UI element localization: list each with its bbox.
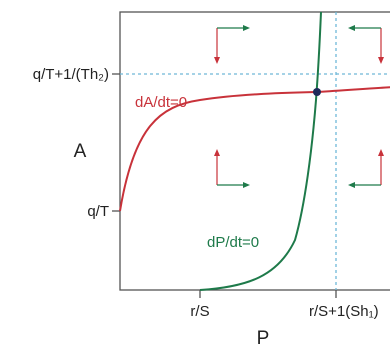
a-nullcline-label: dA/dt=0 [135, 94, 187, 111]
down-arrow-head [378, 57, 384, 64]
p-nullcline-curve [199, 11, 322, 291]
y-axis-label: A [74, 141, 87, 162]
x-tick-label-right: r/S+1(Sh₁) [309, 303, 379, 320]
plot-frame [119, 11, 390, 291]
p-nullcline-label: dP/dt=0 [207, 234, 259, 251]
arrow-group-bottom-left [214, 149, 250, 188]
y-tick-label-lower: q/T [87, 203, 109, 220]
y-tick-label-upper: q/T+1/(Th₂) [33, 66, 109, 83]
arrow-group-bottom-right [348, 149, 384, 188]
arrow-group-top-left [214, 25, 250, 64]
a-nullcline-curve [119, 86, 390, 212]
right-arrow-head [243, 25, 250, 31]
x-tick-label-left: r/S [190, 303, 209, 320]
arrow-group-top-right [348, 25, 384, 64]
left-arrow-head [348, 25, 355, 31]
up-arrow-head [214, 149, 220, 156]
equilibrium-point [313, 88, 321, 96]
x-axis-label: P [257, 328, 270, 349]
right-arrow-head [243, 182, 250, 188]
left-arrow-head [348, 182, 355, 188]
up-arrow-head [378, 149, 384, 156]
down-arrow-head [214, 57, 220, 64]
